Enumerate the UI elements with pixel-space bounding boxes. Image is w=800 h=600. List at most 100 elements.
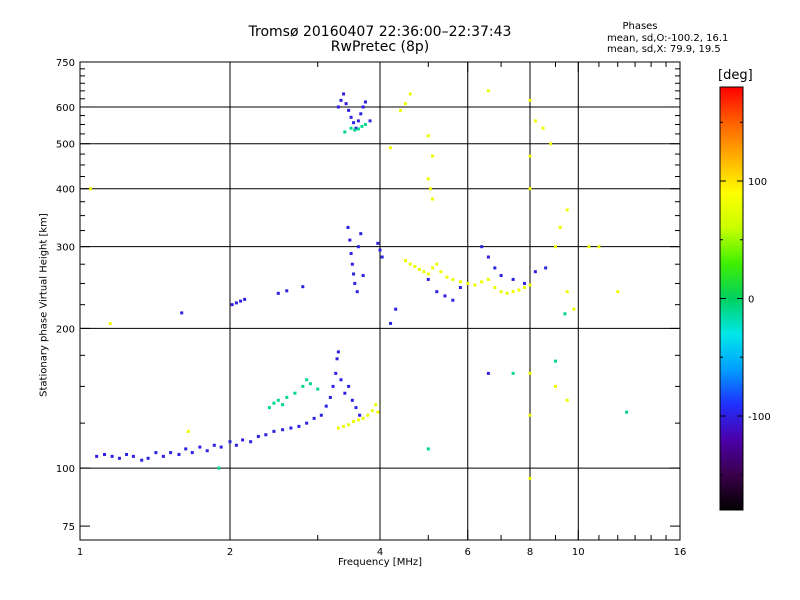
- grid-lines: [80, 62, 680, 540]
- y-tick-label: 500: [56, 140, 75, 151]
- data-point-other: [625, 410, 629, 414]
- data-point-o: [241, 438, 245, 442]
- data-point-o: [184, 447, 188, 451]
- data-point-other: [285, 395, 289, 399]
- data-point-o: [177, 452, 181, 456]
- data-point-x: [435, 262, 439, 266]
- data-point-x: [374, 403, 378, 407]
- data-point-o: [339, 98, 343, 102]
- data-point-o: [297, 424, 301, 428]
- x-tick-label: 8: [527, 547, 533, 558]
- data-point-x: [370, 409, 374, 413]
- data-point-o: [389, 321, 393, 325]
- data-point-o: [312, 416, 316, 420]
- x-tick-label: 1: [77, 547, 83, 558]
- data-point-x: [533, 119, 537, 123]
- data-point-x: [565, 208, 569, 212]
- x-tick-label: 16: [674, 547, 687, 558]
- data-point-x: [347, 423, 351, 427]
- data-point-other: [426, 447, 430, 451]
- data-point-x: [597, 245, 601, 249]
- data-point-o: [239, 299, 243, 303]
- data-point-x: [558, 225, 562, 229]
- data-point-x: [486, 89, 490, 93]
- data-point-o: [95, 454, 99, 458]
- data-point-o: [359, 232, 363, 236]
- data-point-x: [528, 98, 532, 102]
- data-point-o: [350, 262, 354, 266]
- chart-title: Tromsø 20160407 22:36:00–22:37:43: [248, 24, 512, 40]
- data-point-x: [616, 290, 620, 294]
- colorbar-tick-label: 100: [748, 177, 767, 188]
- legend-stats-o: mean, sd,O:-100.2, 16.1: [607, 33, 729, 44]
- data-point-o: [335, 357, 339, 361]
- data-point-o: [493, 266, 497, 270]
- data-point-other: [305, 378, 309, 382]
- data-point-x: [528, 413, 532, 417]
- data-point-o: [234, 443, 238, 447]
- data-point-o: [285, 289, 289, 293]
- data-point-o: [358, 413, 362, 417]
- data-point-o: [378, 248, 382, 252]
- data-point-x: [413, 264, 417, 268]
- data-point-o: [339, 378, 343, 382]
- data-point-o: [451, 298, 455, 302]
- data-point-x: [493, 286, 497, 290]
- y-tick-label: 600: [56, 103, 75, 114]
- data-point-o: [146, 456, 150, 460]
- data-point-x: [565, 398, 569, 402]
- data-point-o: [361, 274, 365, 278]
- data-point-x: [403, 102, 407, 106]
- data-point-o: [499, 274, 503, 278]
- colorbar-tick-label: 0: [748, 295, 754, 306]
- data-point-o: [154, 451, 158, 455]
- data-point-o: [359, 112, 363, 116]
- data-point-x: [505, 291, 509, 295]
- data-point-x: [523, 286, 527, 290]
- data-point-o: [328, 395, 332, 399]
- data-point-o: [103, 452, 107, 456]
- data-point-o: [276, 291, 280, 295]
- data-point-x: [356, 418, 360, 422]
- data-point-o: [544, 266, 548, 270]
- data-point-o: [289, 426, 293, 430]
- data-point-x: [553, 245, 557, 249]
- data-point-o: [243, 297, 247, 301]
- axis-ticks: 1 2 4 6 8 10 16 75 100 200 300 400 500 600 750: [56, 58, 686, 558]
- data-points: [89, 89, 629, 480]
- y-tick-label: 200: [56, 324, 75, 335]
- data-point-o: [349, 115, 353, 119]
- data-point-x: [342, 424, 346, 428]
- data-point-o: [230, 303, 234, 307]
- data-point-x: [352, 420, 356, 424]
- data-point-o: [334, 371, 338, 375]
- y-tick-label: 75: [62, 522, 75, 533]
- data-point-x: [528, 154, 532, 158]
- data-point-o: [190, 451, 194, 455]
- data-point-x: [473, 283, 477, 287]
- data-point-o: [352, 272, 356, 276]
- data-point-o: [352, 121, 356, 125]
- data-point-other: [343, 130, 347, 134]
- data-point-other: [217, 466, 221, 470]
- data-point-o: [354, 406, 358, 410]
- data-point-x: [517, 288, 521, 292]
- x-tick-label: 2: [227, 547, 233, 558]
- data-point-x: [587, 245, 591, 249]
- data-point-o: [281, 428, 285, 432]
- data-point-other: [293, 391, 297, 395]
- data-point-other: [363, 123, 367, 127]
- data-point-o: [435, 290, 439, 294]
- data-point-x: [528, 371, 532, 375]
- x-tick-label: 4: [377, 547, 383, 558]
- data-point-other: [353, 128, 357, 132]
- data-point-o: [376, 241, 380, 245]
- data-point-other: [553, 359, 557, 363]
- data-point-x: [417, 267, 421, 271]
- data-point-o: [480, 245, 484, 249]
- data-point-x: [549, 142, 553, 146]
- data-point-o: [353, 281, 357, 285]
- data-point-o: [363, 100, 367, 104]
